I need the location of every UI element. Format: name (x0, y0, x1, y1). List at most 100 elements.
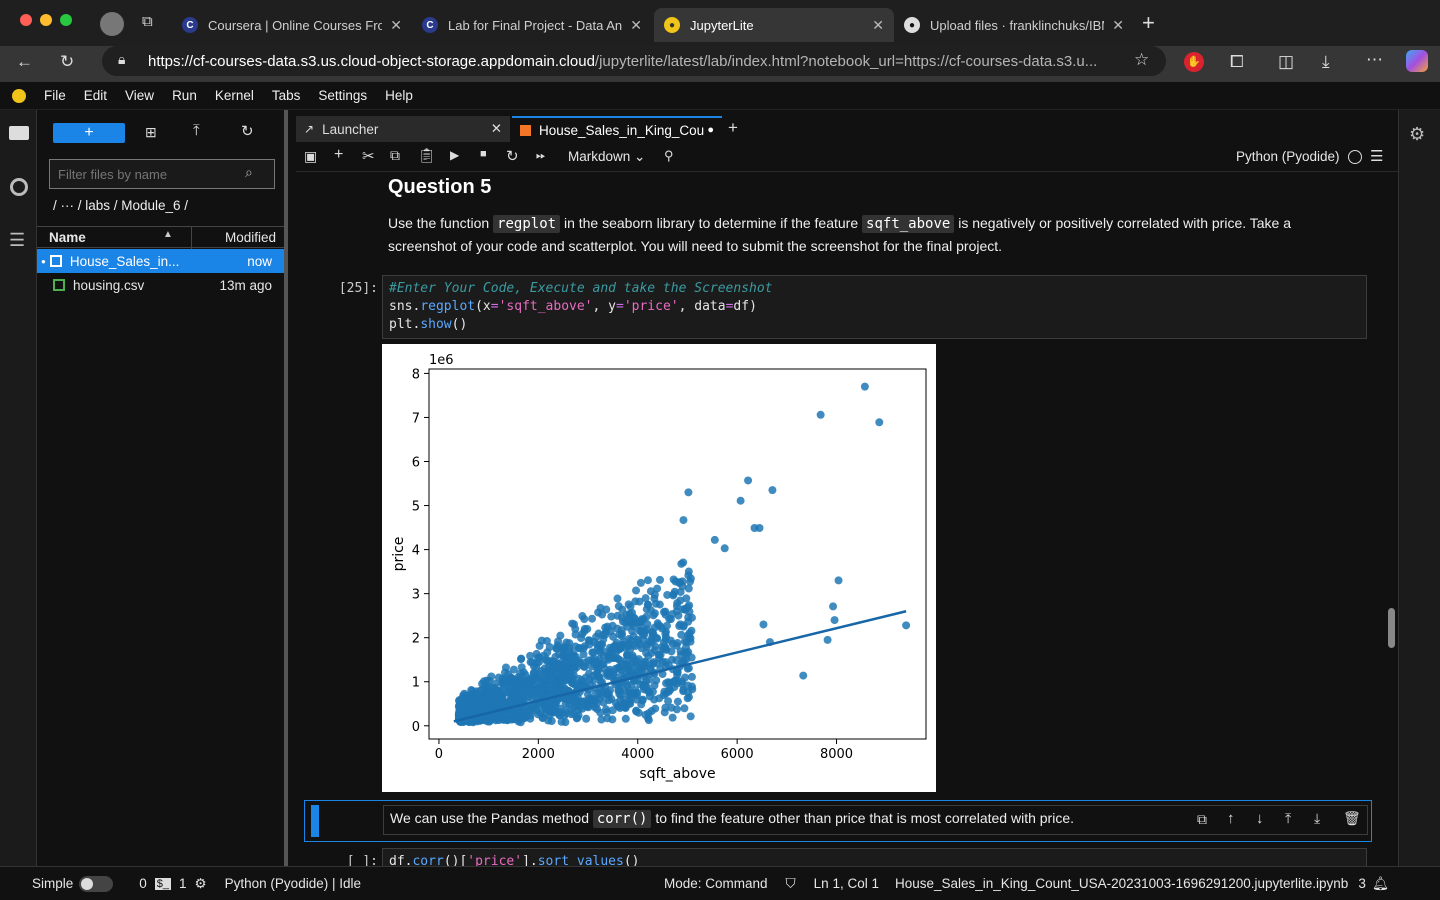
data-point (588, 614, 597, 623)
property-inspector-icon[interactable]: ⚙ (1409, 124, 1426, 144)
workspaces-icon[interactable]: ⧉ (142, 13, 153, 30)
data-point (567, 673, 576, 682)
running-sessions-icon[interactable] (10, 178, 28, 196)
column-name-header[interactable]: Name (49, 230, 86, 245)
menu-edit[interactable]: Edit (83, 88, 108, 103)
add-tab-button[interactable]: + (728, 118, 738, 137)
scrollbar-thumb[interactable] (1388, 608, 1395, 648)
data-point (602, 669, 611, 678)
insert-cell-icon[interactable]: + (334, 146, 344, 163)
copilot-icon[interactable] (1406, 50, 1428, 72)
data-point (670, 683, 679, 692)
data-point (626, 602, 635, 611)
folder-icon[interactable] (9, 126, 29, 140)
paste-icon[interactable]: 📋︎ (418, 147, 436, 163)
cell-type-select[interactable]: Markdown ⌄ (568, 149, 646, 164)
more-options-icon[interactable]: ⋯ (1366, 50, 1383, 69)
simple-mode-toggle[interactable] (79, 875, 114, 892)
new-folder-icon[interactable]: ⊞ (145, 124, 157, 140)
delete-cell-icon[interactable]: 🗑︎ (1343, 810, 1361, 826)
data-point-outlier (830, 616, 839, 625)
url-field[interactable]: 🔒︎ https://cf-courses-data.s3.us.cloud-o… (102, 46, 1166, 76)
browser-tab-coursera[interactable]: C Coursera | Online Courses From ✕ (172, 8, 412, 42)
data-point (645, 692, 654, 701)
pin-icon[interactable]: ⚲ (664, 148, 674, 163)
code-cell[interactable]: #Enter Your Code, Execute and take the S… (382, 275, 1367, 339)
close-tab-icon[interactable]: ✕ (390, 16, 402, 33)
data-point (612, 654, 621, 663)
close-tab-icon[interactable]: ✕ (1112, 16, 1124, 33)
insert-above-icon[interactable]: ⤒ (1285, 810, 1292, 826)
filter-files-input[interactable] (49, 159, 275, 189)
menu-run[interactable]: Run (172, 88, 197, 103)
data-point (647, 648, 656, 657)
new-launcher-button[interactable]: + (53, 123, 125, 143)
download-icon[interactable]: ⤓ (1322, 52, 1330, 71)
menu-view[interactable]: View (125, 88, 155, 103)
browser-tab-github[interactable]: ● Upload files · franklinchuks/IBM ✕ (894, 8, 1134, 42)
move-down-icon[interactable]: ↓ (1256, 810, 1264, 827)
stop-icon[interactable]: ■ (480, 148, 487, 160)
column-modified-header[interactable]: Modified (224, 230, 276, 245)
maximize-window-button[interactable] (60, 14, 72, 26)
new-tab-button[interactable]: + (1142, 10, 1155, 35)
kernel-status[interactable]: Python (Pyodide) | Idle (224, 876, 361, 891)
y-tick-label: 6 (412, 456, 420, 471)
data-point (494, 673, 503, 682)
copy-icon[interactable]: ⧉ (390, 147, 400, 163)
extension-red-icon[interactable]: ✋ (1184, 52, 1204, 72)
tab-notebook[interactable]: House_Sales_in_King_Cou ● (512, 116, 722, 142)
run-icon[interactable]: ▶ (450, 148, 460, 162)
data-point (579, 650, 588, 659)
data-point (573, 713, 582, 722)
data-point (655, 694, 664, 703)
bell-icon[interactable]: 🔔︎ (1371, 875, 1389, 891)
split-screen-icon[interactable]: ◫ (1278, 52, 1295, 71)
menu-file[interactable]: File (44, 88, 66, 103)
save-icon[interactable]: ▣ (304, 148, 318, 164)
breadcrumb[interactable]: / ··· / labs / Module_6 / (53, 198, 189, 213)
star-icon[interactable]: ☆ (1134, 50, 1150, 69)
cell-collapser[interactable] (311, 805, 319, 837)
tab-launcher[interactable]: ↗ Launcher ✕ (296, 116, 510, 142)
file-row-notebook[interactable]: ● House_Sales_in... now (37, 249, 284, 273)
kernel-name[interactable]: Python (Pyodide) (1236, 149, 1340, 164)
browser-tab-jupyterlite[interactable]: ● JupyterLite ✕ (654, 8, 894, 42)
close-window-button[interactable] (20, 14, 32, 26)
close-tab-icon[interactable]: ✕ (630, 16, 642, 33)
run-all-icon[interactable]: ⏩︎ (536, 148, 546, 162)
data-point (588, 648, 597, 657)
menu-tabs[interactable]: Tabs (271, 88, 301, 103)
duplicate-cell-icon[interactable]: ⧉ (1197, 811, 1207, 827)
menu-kernel[interactable]: Kernel (214, 88, 254, 103)
menu-help[interactable]: Help (385, 88, 413, 103)
data-point (493, 714, 502, 723)
menu-icon[interactable]: ☰ (1370, 148, 1384, 165)
cursor-position[interactable]: Ln 1, Col 1 (813, 876, 879, 891)
data-point (517, 673, 526, 682)
profile-avatar-icon[interactable] (100, 12, 124, 36)
upload-icon[interactable]: ⤒ (193, 122, 200, 139)
restart-icon[interactable]: ↻ (506, 148, 519, 165)
back-arrow-icon[interactable]: ← (16, 52, 33, 71)
x-tick-label: 6000 (721, 747, 754, 762)
browser-tab-bar: ⧉ C Coursera | Online Courses From ✕ C L… (0, 0, 1440, 46)
move-up-icon[interactable]: ↑ (1227, 810, 1235, 827)
extensions-icon[interactable]: ⧠ (1230, 52, 1244, 71)
code-cell-corr[interactable]: df.corr()['price'].sort_values() (382, 848, 1367, 866)
terminal-count[interactable]: 0 (139, 876, 147, 891)
notebook-content[interactable]: Question 5 Use the function regplot in t… (296, 172, 1398, 866)
minimize-window-button[interactable] (40, 14, 52, 26)
reload-icon[interactable]: ↻ (60, 52, 75, 71)
file-row-csv[interactable]: housing.csv 13m ago (37, 273, 284, 297)
cut-icon[interactable]: ✂ (362, 148, 375, 165)
browser-tab-lab[interactable]: C Lab for Final Project - Data Ana ✕ (412, 8, 652, 42)
table-of-contents-icon[interactable]: ☰ (9, 230, 26, 250)
close-tab-icon[interactable]: ✕ (872, 16, 884, 33)
kernel-count[interactable]: 1 (179, 876, 187, 891)
refresh-icon[interactable]: ↻ (241, 123, 254, 140)
menu-settings[interactable]: Settings (318, 88, 368, 103)
insert-below-icon[interactable]: ⤓ (1314, 810, 1321, 826)
markdown-cell-selected[interactable]: We can use the Pandas method corr() to f… (304, 800, 1372, 842)
close-tab-icon[interactable]: ✕ (490, 121, 502, 136)
